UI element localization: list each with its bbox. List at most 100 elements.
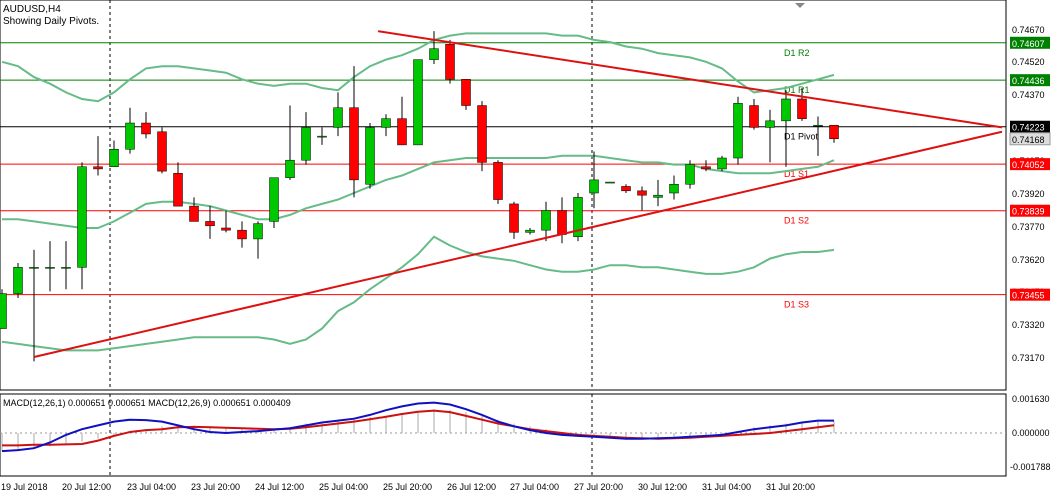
candle-body [733, 103, 743, 159]
candle-body [301, 127, 311, 161]
time-axis-label: 30 Jul 12:00 [638, 482, 687, 492]
candle-body [397, 118, 407, 146]
price-tag-value: 0.73455 [1012, 291, 1045, 301]
time-axis-label: 27 Jul 20:00 [574, 482, 623, 492]
time-axis-label: 24 Jul 12:00 [255, 482, 304, 492]
candle-body [541, 210, 551, 231]
pivot-label: D1 Pivot [784, 132, 819, 142]
current-price-value: 0.74168 [1012, 135, 1045, 145]
candle-body [557, 210, 567, 235]
macd-plot [1, 401, 835, 453]
trendline [377, 30, 1003, 129]
candle-body [125, 122, 135, 150]
candle-body [525, 229, 535, 233]
candle-body [45, 267, 55, 269]
candle-body [109, 149, 119, 168]
candle-body [285, 159, 295, 178]
candle-body [173, 173, 183, 207]
candle-body [221, 227, 231, 231]
candle-body [589, 179, 599, 194]
price-tag-value: 0.74436 [1012, 76, 1045, 86]
time-axis-label: 27 Jul 04:00 [510, 482, 559, 492]
macd-axis-label-top: 0.001630 [1012, 394, 1050, 404]
candle-body [349, 107, 359, 181]
candle-body [477, 105, 487, 163]
candle-body [0, 293, 7, 329]
pivot-label: D1 S1 [784, 169, 809, 179]
candle-body [637, 190, 647, 196]
bollinger-middle-line [2, 154, 835, 229]
macd-main-line [1, 401, 834, 453]
symbol-title: AUDUSD,H4 [3, 4, 61, 15]
trendline [33, 130, 1003, 358]
pivot-label: D1 S2 [784, 216, 809, 226]
chart-shift-marker[interactable] [795, 3, 805, 8]
price-axis-label: 0.73770 [1012, 222, 1045, 232]
time-axis-label: 25 Jul 04:00 [319, 482, 368, 492]
day-separators [0, 0, 1006, 476]
price-axis-label: 0.74670 [1012, 25, 1045, 35]
pivot-lines: D1 R2 D1 R1 D1 Pivot D1 S1 D1 S2 D1 S3 [0, 42, 1006, 310]
time-axis-label: 20 Jul 12:00 [62, 482, 111, 492]
candle-body [781, 98, 791, 122]
time-axis-label: 31 Jul 20:00 [766, 482, 815, 492]
price-tag-value: 0.73839 [1012, 207, 1045, 217]
candle-body [269, 177, 279, 222]
trendlines[interactable] [33, 30, 1003, 358]
price-axis-label: 0.74370 [1012, 90, 1045, 100]
candle-body [461, 79, 471, 106]
macd-axis-label-zero: 0.000000 [1012, 428, 1050, 438]
bollinger-lower-line [1, 235, 835, 352]
time-axis-label: 23 Jul 04:00 [127, 482, 176, 492]
macd-label: MACD(12,26,1) 0.000651 0.000651 MACD(12,… [3, 398, 291, 408]
candle-body [333, 107, 343, 128]
pivot-label: D1 R1 [784, 85, 810, 95]
candle-body [509, 203, 519, 233]
price-axis-label: 0.73170 [1012, 353, 1045, 363]
candle-body [573, 197, 583, 237]
candle-body [381, 118, 391, 128]
price-tag-value: 0.74223 [1012, 123, 1045, 133]
macd-panel[interactable] [0, 393, 1007, 477]
candle-body [813, 124, 823, 127]
pivot-label: D1 R2 [784, 48, 810, 58]
candle-body [445, 44, 455, 80]
time-axis-label: 25 Jul 20:00 [383, 482, 432, 492]
candle-body [765, 120, 775, 128]
candle-body [493, 162, 503, 200]
candles[interactable] [0, 31, 839, 362]
candle-body [797, 98, 807, 119]
candle-body [701, 166, 711, 170]
candle-body [669, 184, 679, 194]
candle-body [365, 127, 375, 185]
candle-body [93, 166, 103, 170]
macd-axis-label-bottom: -0.001788 [1010, 462, 1051, 472]
price-tag [1010, 36, 1050, 49]
price-axis-label: 0.73920 [1012, 189, 1045, 199]
time-axis-label: 19 Jul 2018 [1, 482, 48, 492]
price-tags: 0.74607 0.74436 0.74223 0.74052 0.73839 0.734… [1009, 36, 1051, 301]
candle-body [717, 157, 727, 170]
candle-body [685, 164, 695, 185]
candle-body [157, 131, 167, 172]
candle-body [77, 166, 87, 268]
bollinger-bands [1, 32, 835, 352]
price-tag [1010, 204, 1050, 217]
price-tag [1010, 120, 1050, 133]
main-chart-panel[interactable] [0, 0, 1007, 391]
current-price-tag [1009, 132, 1051, 146]
time-axis-label: 31 Jul 04:00 [702, 482, 751, 492]
price-tag [1010, 288, 1050, 301]
price-axis-label: 0.73620 [1012, 255, 1045, 265]
candle-body [621, 186, 631, 192]
indicator-note: Showing Daily Pivots. [3, 16, 99, 27]
price-tag-value: 0.74607 [1012, 39, 1045, 49]
candle-body [205, 221, 215, 227]
candle-body [237, 229, 247, 240]
candle-body [141, 122, 151, 135]
candle-body [829, 124, 839, 140]
price-axis-label: 0.74520 [1012, 57, 1045, 67]
price-tag-value: 0.74052 [1012, 160, 1045, 170]
